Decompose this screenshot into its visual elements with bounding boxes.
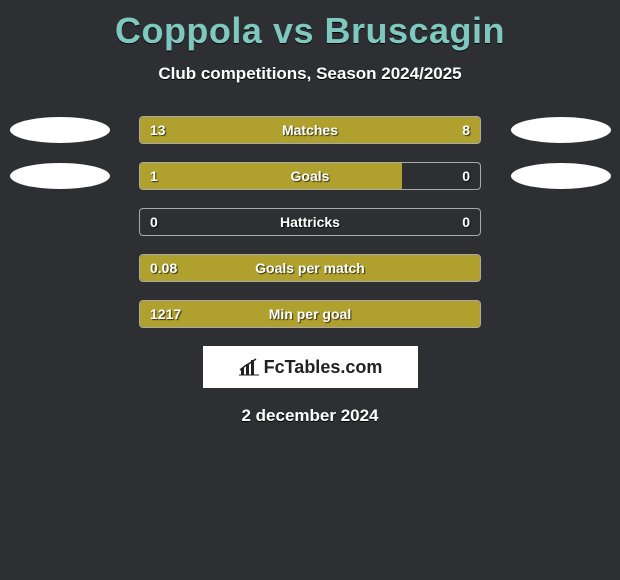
player-ellipse-left — [10, 163, 110, 189]
stat-row: 1217 Min per goal — [0, 300, 620, 328]
player-ellipse-right — [511, 117, 611, 143]
right-side — [501, 117, 620, 143]
stat-label: Matches — [140, 117, 480, 143]
right-side — [501, 255, 620, 281]
logo-text: FcTables.com — [264, 357, 383, 378]
right-side — [501, 301, 620, 327]
stat-label: Goals — [140, 163, 480, 189]
left-side — [0, 209, 119, 235]
bar-area: 0 Hattricks 0 — [139, 208, 481, 236]
left-side — [0, 117, 119, 143]
left-side — [0, 163, 119, 189]
bar-chart-icon — [238, 358, 260, 376]
page-subtitle: Club competitions, Season 2024/2025 — [0, 64, 620, 84]
logo: FcTables.com — [238, 357, 383, 378]
player-ellipse-left — [10, 117, 110, 143]
logo-box: FcTables.com — [203, 346, 418, 388]
left-side — [0, 255, 119, 281]
right-side — [501, 163, 620, 189]
bar-area: 1217 Min per goal — [139, 300, 481, 328]
date-text: 2 december 2024 — [0, 406, 620, 426]
stat-row: 0 Hattricks 0 — [0, 208, 620, 236]
right-value: 0 — [462, 209, 470, 235]
right-side — [501, 209, 620, 235]
stat-row: 13 Matches 8 — [0, 116, 620, 144]
right-value: 0 — [462, 163, 470, 189]
stat-row: 1 Goals 0 — [0, 162, 620, 190]
comparison-infographic: Coppola vs Bruscagin Club competitions, … — [0, 0, 620, 580]
bar-area: 1 Goals 0 — [139, 162, 481, 190]
stat-label: Min per goal — [140, 301, 480, 327]
bar-area: 0.08 Goals per match — [139, 254, 481, 282]
bar-area: 13 Matches 8 — [139, 116, 481, 144]
left-side — [0, 301, 119, 327]
stats-container: 13 Matches 8 1 Goals 0 — [0, 116, 620, 328]
player-ellipse-right — [511, 163, 611, 189]
stat-label: Hattricks — [140, 209, 480, 235]
stat-label: Goals per match — [140, 255, 480, 281]
stat-row: 0.08 Goals per match — [0, 254, 620, 282]
right-value: 8 — [462, 117, 470, 143]
page-title: Coppola vs Bruscagin — [0, 0, 620, 52]
